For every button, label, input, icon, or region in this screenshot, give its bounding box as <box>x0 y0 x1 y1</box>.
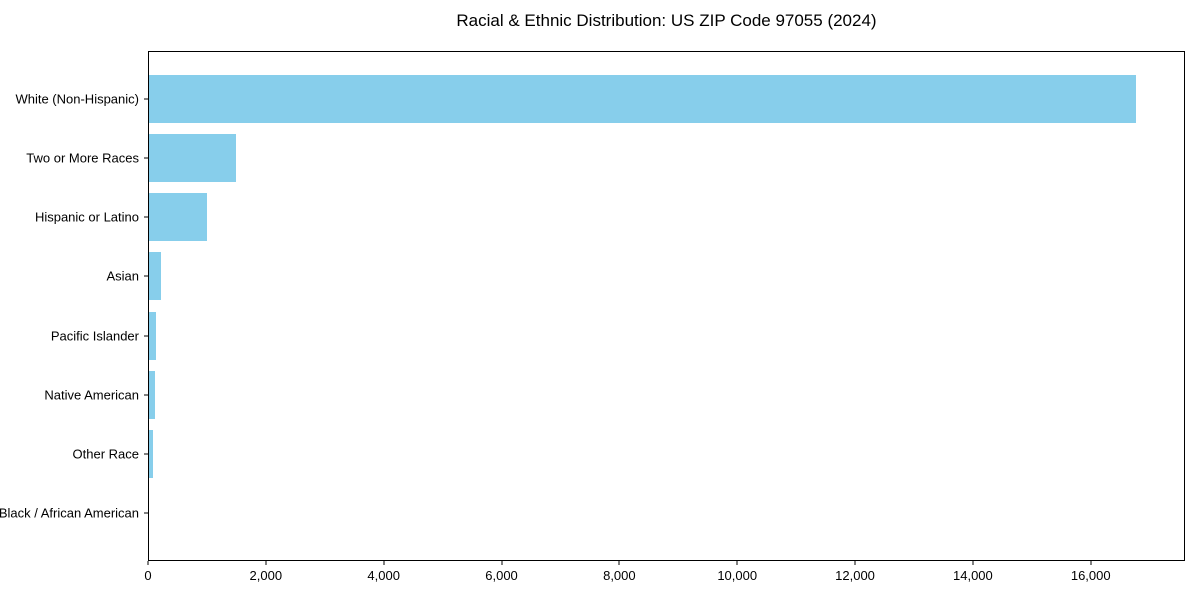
y-tick <box>144 453 148 455</box>
bar <box>149 252 162 301</box>
x-tick <box>383 561 385 565</box>
bar <box>149 133 237 182</box>
bar-row: Hispanic or Latino <box>35 188 1184 247</box>
bar-row: White (Non-Hispanic) <box>15 69 1184 128</box>
bar <box>149 311 157 360</box>
x-tick <box>618 561 620 565</box>
x-tick <box>147 561 149 565</box>
x-tick-label: 6,000 <box>485 568 518 583</box>
bar <box>149 430 154 479</box>
category-label: Other Race <box>72 446 139 462</box>
x-tick-label: 16,000 <box>1070 568 1111 583</box>
bar-row: Native American <box>44 365 1184 424</box>
category-label: White (Non-Hispanic) <box>15 91 139 107</box>
y-tick <box>144 157 148 159</box>
x-tick-label: 0 <box>144 568 152 583</box>
category-label: Pacific Islander <box>50 328 139 344</box>
bar-row: Pacific Islander <box>51 306 1184 365</box>
x-tick <box>736 561 738 565</box>
x-tick-label: 12,000 <box>835 568 875 583</box>
plot-area: White (Non-Hispanic) Two or More Races His… <box>0 51 1185 561</box>
y-tick <box>144 98 148 100</box>
category-label: Two or More Races <box>26 150 139 166</box>
x-tick <box>854 561 856 565</box>
bars-layer: White (Non-Hispanic) Two or More Races His… <box>0 52 1184 560</box>
category-label: Native American <box>44 387 139 403</box>
x-tick-label: 10,000 <box>717 568 758 583</box>
category-label: Black / African American <box>0 505 139 521</box>
x-tick-label: 4,000 <box>367 568 400 583</box>
bar-row: Black / African American <box>0 484 1184 543</box>
chart-title: Racial & Ethnic Distribution: US ZIP Cod… <box>456 11 877 30</box>
x-tick-label: 2,000 <box>249 568 283 583</box>
bar <box>149 370 156 419</box>
x-tick <box>501 561 503 565</box>
bar <box>149 193 208 242</box>
y-tick <box>144 512 148 514</box>
y-tick <box>144 335 148 337</box>
x-axis: 0 2,000 4,000 6,000 8,000 10,000 12,000 14,000 1… <box>144 561 1185 591</box>
x-tick-label: 8,000 <box>603 568 636 583</box>
y-tick <box>144 394 148 396</box>
x-tick <box>972 561 974 565</box>
category-label: Hispanic or Latino <box>34 209 139 225</box>
category-label: Asian <box>106 268 139 284</box>
bar-row: Two or More Races <box>26 128 1184 187</box>
bar-row: Other Race <box>73 425 1184 484</box>
x-tick-label: 14,000 <box>952 568 993 583</box>
bar-row: Asian <box>106 247 1184 306</box>
bar <box>149 74 1137 123</box>
x-tick <box>1090 561 1092 565</box>
y-tick <box>144 275 148 277</box>
y-tick <box>144 216 148 218</box>
x-tick <box>265 561 267 565</box>
